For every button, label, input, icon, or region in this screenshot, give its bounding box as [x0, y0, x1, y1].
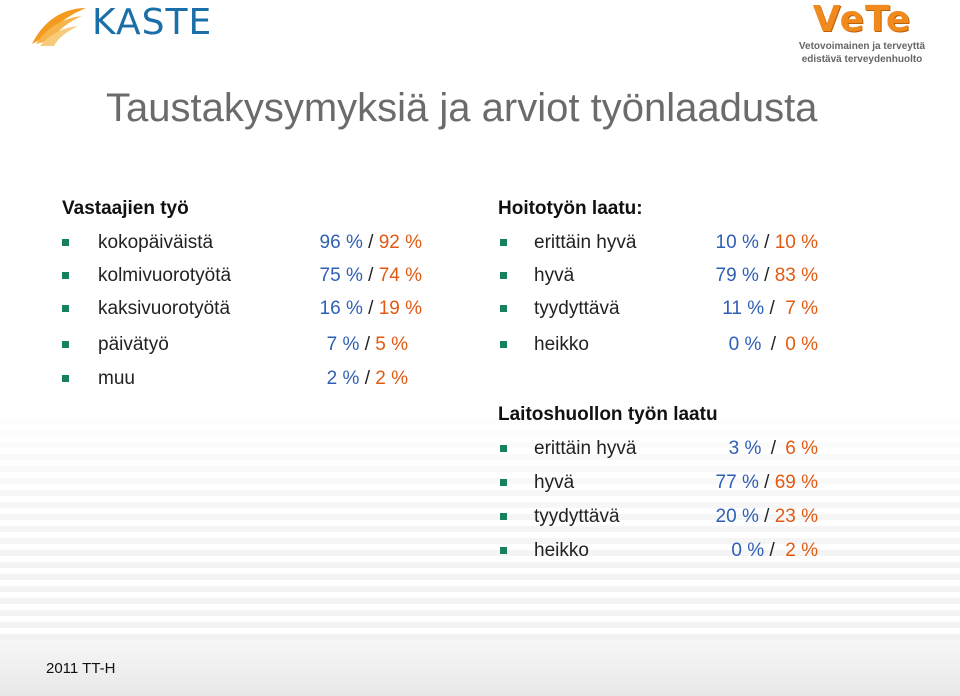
- list-item: muu 2 % / 2 %: [62, 368, 442, 392]
- bullet-icon: [500, 272, 507, 279]
- item-value: 77 % / 69 %: [715, 472, 818, 493]
- bullet-icon: [62, 305, 69, 312]
- bullet-icon: [62, 375, 69, 382]
- item-value: 7 % / 5 %: [326, 334, 408, 355]
- left-section-heading: Vastaajien työ: [62, 198, 189, 219]
- item-label: erittäin hyvä: [534, 232, 637, 253]
- item-value: 0 % / 0 %: [728, 334, 818, 355]
- list-item: hyvä 77 % / 69 %: [498, 472, 820, 496]
- bullet-icon: [62, 272, 69, 279]
- bullet-icon: [500, 239, 507, 246]
- vete-logo: VeTe Vetovoimainen ja terveyttä edistävä…: [782, 0, 942, 66]
- bullet-icon: [62, 341, 69, 348]
- item-label: päivätyö: [98, 334, 169, 355]
- list-item: kaksivuorotyötä 16 % / 19 %: [62, 298, 442, 322]
- item-value: 0 % / 2 %: [731, 540, 818, 561]
- list-item: erittäin hyvä 3 % / 6 %: [498, 438, 820, 462]
- item-label: erittäin hyvä: [534, 438, 637, 459]
- vete-wordmark: VeTe: [812, 0, 912, 40]
- vete-subtitle-line2: edistävä terveydenhuolto: [801, 54, 923, 65]
- item-value: 3 % / 6 %: [728, 438, 818, 459]
- item-label: heikko: [534, 540, 589, 561]
- item-label: heikko: [534, 334, 589, 355]
- item-label: kokopäiväistä: [98, 232, 214, 253]
- list-item: heikko 0 % / 2 %: [498, 540, 820, 564]
- item-value: 96 % / 92 %: [319, 232, 422, 253]
- page-title: Taustakysymyksiä ja arviot työnlaadusta: [106, 86, 818, 130]
- item-label: tyydyttävä: [534, 506, 620, 527]
- bullet-icon: [500, 513, 507, 520]
- bullet-icon: [62, 239, 69, 246]
- item-label: kolmivuorotyötä: [98, 265, 232, 286]
- bullet-icon: [500, 341, 507, 348]
- item-value: 75 % / 74 %: [319, 265, 422, 286]
- kaste-logo: KASTE: [28, 2, 238, 48]
- list-item: hyvä 79 % / 83 %: [498, 265, 820, 289]
- item-label: hyvä: [534, 472, 575, 493]
- list-item: heikko 0 % / 0 %: [498, 334, 820, 358]
- item-value: 2 % / 2 %: [326, 368, 408, 389]
- bullet-icon: [500, 445, 507, 452]
- kaste-wordmark: KASTE: [92, 2, 213, 43]
- bullet-icon: [500, 305, 507, 312]
- item-value: 16 % / 19 %: [319, 298, 422, 319]
- item-value: 11 % / 7 %: [722, 298, 818, 319]
- bullet-icon: [500, 547, 507, 554]
- item-label: hyvä: [534, 265, 575, 286]
- list-item: erittäin hyvä 10 % / 10 %: [498, 232, 820, 256]
- list-item: päivätyö 7 % / 5 %: [62, 334, 442, 358]
- laitoshuolto-heading: Laitoshuollon työn laatu: [498, 404, 718, 425]
- hoitotyo-heading: Hoitotyön laatu:: [498, 198, 643, 219]
- list-item: kokopäiväistä 96 % / 92 %: [62, 232, 442, 256]
- item-value: 10 % / 10 %: [715, 232, 818, 253]
- item-value: 79 % / 83 %: [715, 265, 818, 286]
- item-value: 20 % / 23 %: [715, 506, 818, 527]
- item-label: kaksivuorotyötä: [98, 298, 231, 319]
- footer-text: 2011 TT-H: [46, 660, 116, 677]
- kaste-swirl-icon: [32, 8, 86, 46]
- list-item: kolmivuorotyötä 75 % / 74 %: [62, 265, 442, 289]
- item-label: muu: [98, 368, 135, 389]
- item-label: tyydyttävä: [534, 298, 620, 319]
- list-item: tyydyttävä 20 % / 23 %: [498, 506, 820, 530]
- vete-subtitle-line1: Vetovoimainen ja terveyttä: [798, 41, 926, 52]
- list-item: tyydyttävä 11 % / 7 %: [498, 298, 820, 322]
- bullet-icon: [500, 479, 507, 486]
- footer-band: [0, 640, 960, 696]
